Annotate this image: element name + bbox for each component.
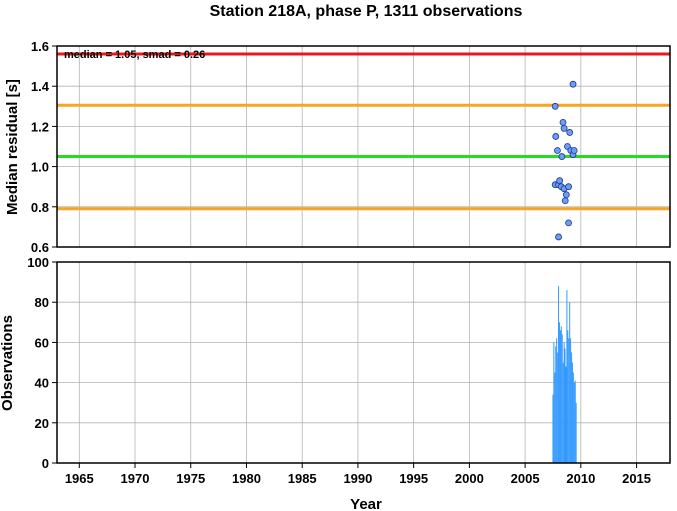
observation-bar <box>556 338 558 463</box>
observation-bar <box>563 342 565 463</box>
x-tick-label: 1980 <box>232 471 261 486</box>
residual-y-ticks: 0.6 0.8 1.0 1.2 1.4 1.6 <box>31 39 57 255</box>
residual-point <box>554 147 561 154</box>
residual-y-axis-label: Median residual [s] <box>4 79 21 215</box>
residual-point <box>556 177 564 185</box>
y-tick-label: 20 <box>35 416 49 431</box>
observation-bar <box>560 326 562 463</box>
y-tick-label: 1.2 <box>31 119 49 134</box>
observations-y-ticks: 0 20 40 60 80 100 <box>27 255 57 471</box>
residual-point <box>565 183 572 191</box>
residual-point <box>570 147 578 154</box>
observations-frame <box>56 261 671 464</box>
y-tick-label: 1.0 <box>31 160 49 175</box>
x-tick-label: 1985 <box>288 471 317 486</box>
observation-bar <box>558 286 560 463</box>
observation-bar <box>554 372 556 463</box>
observation-bar <box>565 366 567 463</box>
y-tick-label: 40 <box>35 376 49 391</box>
x-tick-label: 2010 <box>566 471 595 486</box>
chart-title: Station 218A, phase P, 1311 observations <box>210 3 523 20</box>
residual-point <box>569 80 577 88</box>
observation-bar <box>561 334 563 463</box>
x-tick-label: 1975 <box>176 471 205 486</box>
y-tick-label: 100 <box>27 255 49 270</box>
observations-gridlines <box>57 261 670 464</box>
observation-bar <box>575 402 577 463</box>
x-tick-label: 1995 <box>399 471 428 486</box>
observation-bar <box>571 362 573 463</box>
residual-point <box>561 197 569 205</box>
residual-panel: 0.6 0.8 1.0 1.2 1.4 1.6 median = 1.05, smad =… <box>4 39 671 255</box>
residual-frame <box>56 45 671 248</box>
observation-bar <box>557 352 559 463</box>
residual-point <box>566 129 574 136</box>
observations-panel: 0 20 40 60 80 100 1965 1970 1975 1980 1985 1990 199… <box>0 255 671 511</box>
x-tick-label: 2015 <box>622 471 651 486</box>
observation-bar <box>571 352 573 463</box>
residual-points <box>551 80 578 241</box>
stats-annotation: median = 1.05, smad = 0.26 <box>64 49 205 61</box>
x-axis-label: Year <box>350 496 382 511</box>
x-tick-label: 1990 <box>343 471 372 486</box>
observation-bar <box>572 372 574 463</box>
y-tick-label: 1.4 <box>31 79 50 94</box>
y-tick-label: 0 <box>42 456 49 471</box>
observation-bar <box>573 382 575 463</box>
observation-bar <box>567 330 569 463</box>
residual-point <box>565 219 572 227</box>
observations-y-axis-label: Observations <box>0 315 16 411</box>
x-tick-label: 2000 <box>455 471 484 486</box>
residual-point <box>558 153 566 160</box>
residual-point <box>555 233 562 241</box>
y-tick-label: 80 <box>35 295 49 310</box>
observation-bars <box>552 286 577 463</box>
x-tick-label: 2005 <box>511 471 540 486</box>
y-tick-label: 0.6 <box>31 240 49 255</box>
observation-bar <box>574 380 576 463</box>
observation-bar <box>559 330 561 463</box>
observation-bar <box>562 362 564 463</box>
observation-bar <box>569 302 571 463</box>
observation-bar <box>564 348 566 463</box>
observation-bar <box>570 338 572 463</box>
x-tick-label: 1965 <box>65 471 94 486</box>
y-tick-label: 60 <box>35 335 49 350</box>
residual-point <box>560 125 568 132</box>
residual-point <box>559 118 567 126</box>
observation-bar <box>566 290 568 463</box>
x-tick-label: 1970 <box>121 471 150 486</box>
residual-gridlines <box>57 45 670 248</box>
observation-bar <box>553 342 555 463</box>
residual-point <box>552 133 560 140</box>
observation-bar <box>558 322 560 463</box>
y-tick-label: 0.8 <box>31 200 49 215</box>
x-axis-ticks: 1965 1970 1975 1980 1985 1990 1995 2000 2005 2010… <box>65 463 651 486</box>
y-tick-label: 1.6 <box>31 39 49 54</box>
observation-bar <box>552 394 554 463</box>
residual-point <box>562 191 570 199</box>
observation-bar <box>568 338 570 463</box>
observation-bar <box>555 346 557 463</box>
reference-lines <box>57 52 670 211</box>
residual-point <box>551 102 559 110</box>
